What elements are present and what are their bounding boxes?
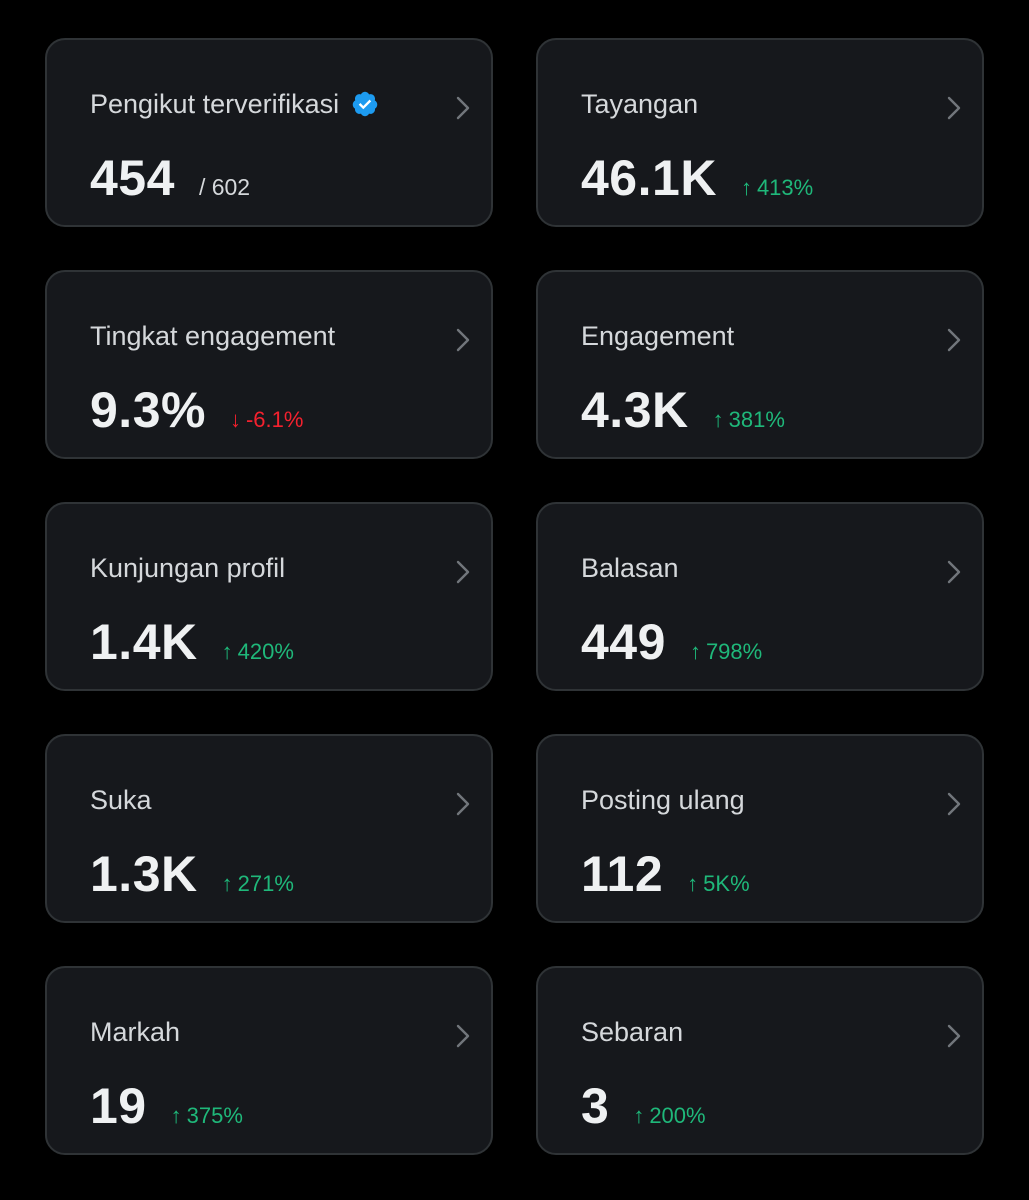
metric-change-value: 798% (705, 639, 763, 664)
metric-label-wrap: Engagement (581, 319, 734, 353)
metric-card-bookmarks[interactable]: Markah 19 ↑ 375% (45, 966, 493, 1155)
metric-change: ↑ 375% (171, 1103, 243, 1129)
metric-card-likes[interactable]: Suka 1.3K ↑ 271% (45, 734, 493, 923)
metric-change-value: 420% (237, 639, 294, 664)
chevron-right-icon (456, 328, 470, 352)
metric-value: 1.3K (90, 846, 198, 902)
metric-label-wrap: Posting ulang (581, 783, 745, 817)
metric-label: Markah (90, 1017, 181, 1047)
metric-label: Tayangan (581, 89, 699, 119)
arrow-up-icon: ↑ (221, 871, 233, 896)
metric-label-wrap: Markah (90, 1015, 180, 1049)
verified-badge-icon (352, 91, 378, 117)
arrow-up-icon: ↑ (633, 1103, 645, 1128)
chevron-right-icon (456, 792, 470, 816)
metric-label-wrap: Sebaran (581, 1015, 683, 1049)
metric-change: ↑ 798% (690, 639, 762, 665)
chevron-right-icon (947, 328, 961, 352)
arrow-up-icon: ↑ (687, 871, 699, 896)
metric-value-row: 112 ↑ 5K% (581, 846, 750, 902)
chevron-right-icon (947, 560, 961, 584)
metric-change-value: 271% (237, 871, 294, 896)
arrow-up-icon: ↑ (221, 639, 233, 664)
metric-label-wrap: Tingkat engagement (90, 319, 335, 353)
metric-value-row: 1.4K ↑ 420% (90, 614, 294, 670)
metric-card-engagement[interactable]: Engagement 4.3K ↑ 381% (536, 270, 984, 459)
metric-label: Sebaran (581, 1017, 684, 1047)
metric-label: Tingkat engagement (90, 321, 336, 351)
metric-value-row: 19 ↑ 375% (90, 1078, 243, 1134)
metric-label: Engagement (581, 321, 735, 351)
metric-card-profile-visits[interactable]: Kunjungan profil 1.4K ↑ 420% (45, 502, 493, 691)
metric-value-row: 1.3K ↑ 271% (90, 846, 294, 902)
metric-change-value: 375% (186, 1103, 243, 1128)
metrics-grid: Pengikut terverifikasi 454 / 602 Tayanga… (45, 38, 984, 1155)
metric-card-shares[interactable]: Sebaran 3 ↑ 200% (536, 966, 984, 1155)
metric-value-row: 454 / 602 (90, 150, 250, 206)
metric-change-value: 200% (649, 1103, 706, 1128)
metric-change: ↑ 271% (222, 871, 294, 897)
metric-card-verified-followers[interactable]: Pengikut terverifikasi 454 / 602 (45, 38, 493, 227)
metric-change: ↑ 413% (741, 175, 813, 201)
metric-value-row: 46.1K ↑ 413% (581, 150, 813, 206)
metric-label: Posting ulang (581, 785, 745, 815)
metric-change: ↑ 381% (713, 407, 785, 433)
metric-card-impressions[interactable]: Tayangan 46.1K ↑ 413% (536, 38, 984, 227)
metric-label: Kunjungan profil (90, 553, 286, 583)
metric-value-row: 9.3% ↓ -6.1% (90, 382, 303, 438)
metric-card-replies[interactable]: Balasan 449 ↑ 798% (536, 502, 984, 691)
arrow-up-icon: ↑ (170, 1103, 182, 1128)
metric-change: ↑ 200% (633, 1103, 705, 1129)
arrow-up-icon: ↑ (689, 639, 701, 664)
metric-value: 3 (581, 1078, 610, 1134)
metric-change-value: 381% (728, 407, 785, 432)
metric-change-value: -6.1% (245, 407, 304, 432)
metric-label: Balasan (581, 553, 679, 583)
metric-value: 454 (90, 150, 175, 206)
metric-card-reposts[interactable]: Posting ulang 112 ↑ 5K% (536, 734, 984, 923)
metric-change: ↑ 5K% (687, 871, 749, 897)
metric-value: 4.3K (581, 382, 689, 438)
chevron-right-icon (456, 96, 470, 120)
chevron-right-icon (947, 1024, 961, 1048)
metric-change: ↑ 420% (222, 639, 294, 665)
arrow-up-icon: ↑ (712, 407, 724, 432)
metric-value: 46.1K (581, 150, 717, 206)
metric-change-value: 413% (756, 175, 814, 200)
metric-value: 1.4K (90, 614, 198, 670)
arrow-up-icon: ↑ (740, 175, 752, 200)
metric-value: 19 (90, 1078, 147, 1134)
metric-label-wrap: Balasan (581, 551, 679, 585)
metric-change-value: 5K% (703, 871, 750, 896)
metric-value: 449 (581, 614, 666, 670)
arrow-down-icon: ↓ (229, 407, 241, 432)
metric-label-wrap: Suka (90, 783, 152, 817)
metric-label: Suka (90, 785, 152, 815)
metric-change: ↓ -6.1% (230, 407, 303, 433)
metric-label: Pengikut terverifikasi (90, 89, 340, 119)
chevron-right-icon (456, 560, 470, 584)
metric-value: 9.3% (90, 382, 206, 438)
chevron-right-icon (456, 1024, 470, 1048)
chevron-right-icon (947, 792, 961, 816)
metric-label-wrap: Tayangan (581, 87, 698, 121)
metric-card-engagement-rate[interactable]: Tingkat engagement 9.3% ↓ -6.1% (45, 270, 493, 459)
metric-value-row: 449 ↑ 798% (581, 614, 762, 670)
metric-label-wrap: Pengikut terverifikasi (90, 87, 379, 121)
chevron-right-icon (947, 96, 961, 120)
metric-total: / 602 (198, 174, 251, 200)
metric-value: 112 (581, 846, 664, 902)
metric-label-wrap: Kunjungan profil (90, 551, 285, 585)
metric-value-row: 3 ↑ 200% (581, 1078, 706, 1134)
metric-value-row: 4.3K ↑ 381% (581, 382, 785, 438)
